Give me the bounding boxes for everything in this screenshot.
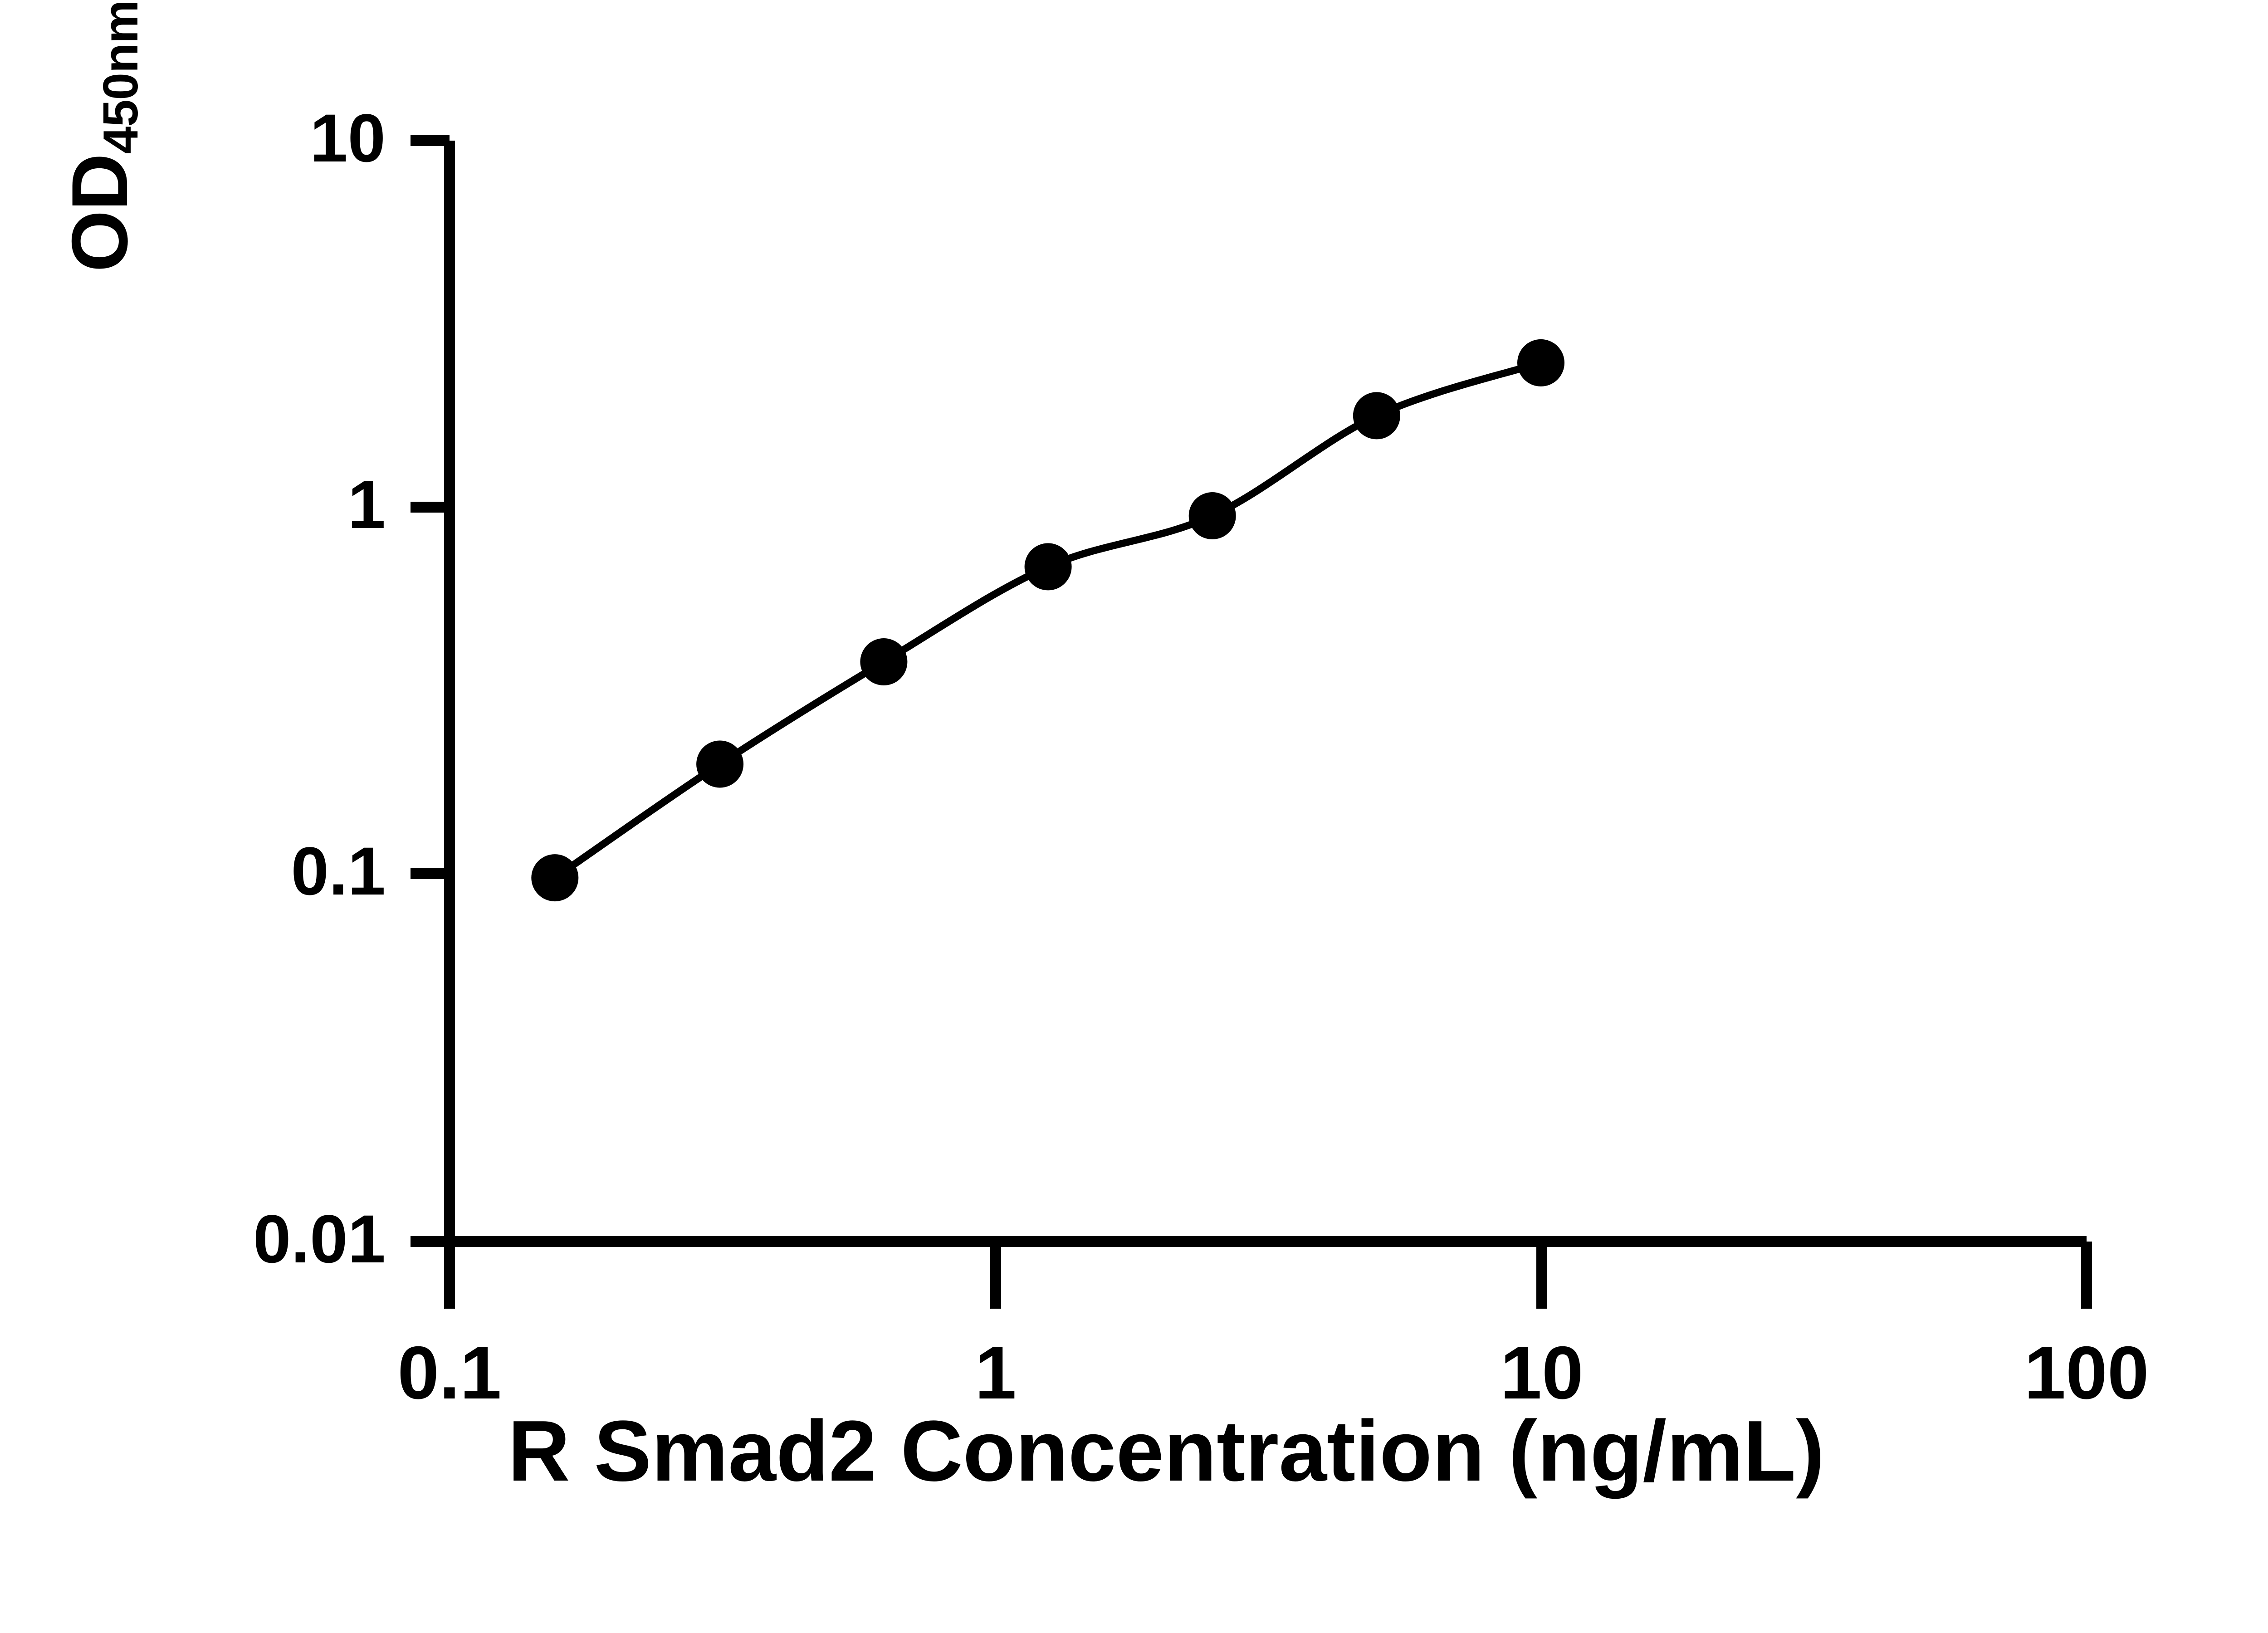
- y-tick-label-1: 1: [347, 466, 386, 543]
- x-axis-title: R Smad2 Concentration (ng/mL): [508, 1403, 1825, 1499]
- y-tick-label-10: 10: [310, 100, 386, 176]
- data-point: [531, 854, 579, 902]
- series-line: [551, 359, 1545, 882]
- data-point: [1517, 339, 1564, 386]
- x-tick-label-10: 10: [1500, 1331, 1584, 1414]
- y-tick-label-0-01: 0.01: [253, 1201, 386, 1277]
- y-tick-label-0-1: 0.1: [291, 833, 386, 909]
- x-axis-ticks: [444, 1242, 2092, 1309]
- data-point: [1353, 392, 1400, 440]
- x-tick-label-100: 100: [2024, 1331, 2149, 1414]
- y-axis-title-text: OD450nm: [54, 0, 148, 272]
- data-point: [1188, 492, 1236, 539]
- y-axis-title-prefix: OD: [55, 154, 144, 272]
- y-axis-title: OD450nm: [54, 0, 148, 408]
- data-point: [1024, 543, 1072, 591]
- data-point: [860, 638, 908, 685]
- series-markers: [531, 339, 1564, 902]
- x-tick-label-1: 1: [975, 1331, 1017, 1414]
- y-axis-title-subscript: 450nm: [93, 0, 148, 154]
- y-axis-ticks: [411, 135, 450, 1247]
- data-point: [696, 740, 744, 788]
- x-tick-label-0-1: 0.1: [397, 1331, 502, 1414]
